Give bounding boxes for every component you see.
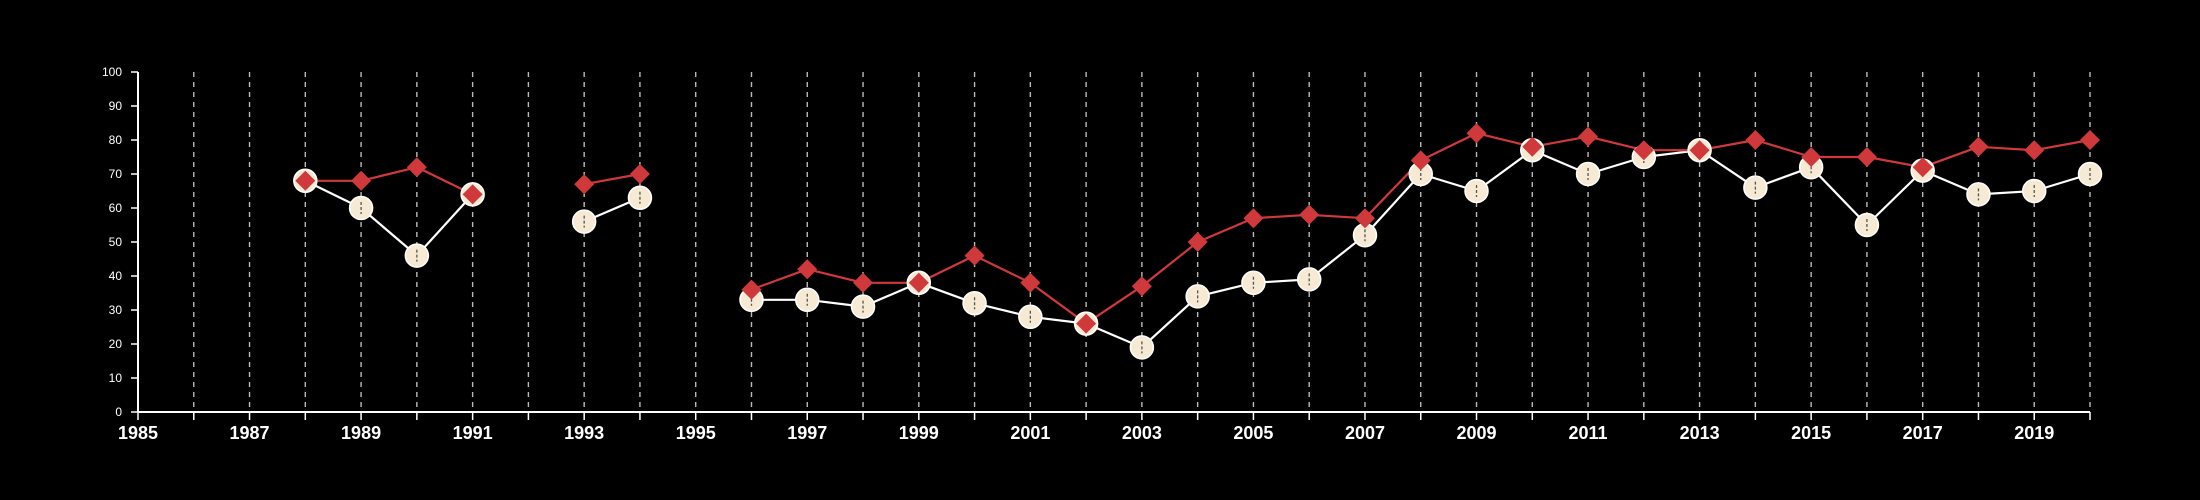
diamond-point-2002 (1076, 313, 1097, 334)
x-tick-label-2001: 2001 (1010, 423, 1050, 443)
x-tick-label-1987: 1987 (230, 423, 270, 443)
diamond-point-1988 (295, 170, 316, 191)
x-tick-label-1997: 1997 (787, 423, 827, 443)
x-tick-label-1999: 1999 (899, 423, 939, 443)
y-tick-label-20: 20 (109, 337, 123, 351)
diamond-point-1989 (351, 170, 372, 191)
diamond-point-2009 (1466, 123, 1487, 144)
x-tick-label-2019: 2019 (2014, 423, 2054, 443)
diamond-point-1996 (741, 279, 762, 300)
series-diamond-line-1 (583, 172, 641, 186)
diamond-point-2011 (1578, 126, 1599, 147)
diamond-point-1991 (462, 184, 483, 205)
diamond-point-1993 (574, 174, 595, 195)
series-diamond-line-0 (305, 166, 474, 196)
diamond-point-2007 (1354, 208, 1375, 229)
diamond-point-1997 (797, 259, 818, 280)
x-tick-label-2007: 2007 (1345, 423, 1385, 443)
y-tick-label-10: 10 (109, 371, 123, 385)
y-tick-label-100: 100 (102, 65, 122, 79)
y-tick-label-80: 80 (109, 133, 123, 147)
x-tick-label-1991: 1991 (453, 423, 493, 443)
diamond-point-2012 (1633, 140, 1654, 161)
diamond-point-2020 (2080, 130, 2100, 150)
axes (131, 71, 2091, 420)
diamond-point-2005 (1243, 208, 1264, 229)
x-tick-label-2005: 2005 (1233, 423, 1273, 443)
diamond-point-1994 (629, 164, 650, 184)
x-tick-label-2009: 2009 (1456, 423, 1496, 443)
tick-labels: 0 10 20 30 40 50 60 70 80 90 100 1985 1987 1989 1991 19… (102, 65, 2054, 443)
y-tick-label-0: 0 (115, 405, 122, 419)
diamond-point-1998 (853, 272, 874, 293)
x-tick-label-1993: 1993 (564, 423, 604, 443)
y-tick-label-90: 90 (109, 99, 123, 113)
diamond-point-2016 (1856, 147, 1877, 167)
diamond-point-2010 (1522, 136, 1543, 157)
diamond-point-1999 (908, 272, 929, 293)
diamond-point-2001 (1020, 272, 1041, 293)
x-tick-label-2003: 2003 (1122, 423, 1162, 443)
x-tick-label-1985: 1985 (118, 423, 158, 443)
diamond-point-2004 (1187, 232, 1208, 252)
y-tick-label-50: 50 (109, 235, 123, 249)
diamond-point-2018 (1968, 136, 1989, 157)
diamond-point-2013 (1689, 140, 1710, 161)
series-circle-line-0 (304, 179, 474, 257)
x-tick-label-2011: 2011 (1569, 423, 1608, 443)
diamond-point-2017 (1912, 157, 1933, 178)
x-tick-label-2017: 2017 (1903, 423, 1943, 443)
diamond-point-2000 (964, 245, 985, 266)
diamond-point-2015 (1801, 147, 1822, 167)
y-tick-label-60: 60 (109, 201, 123, 215)
diamond-point-1990 (406, 157, 427, 178)
diamond-point-2006 (1299, 204, 1320, 225)
x-tick-label-2013: 2013 (1680, 423, 1720, 443)
x-tick-label-1989: 1989 (341, 423, 381, 443)
y-tick-label-70: 70 (109, 167, 123, 181)
vertical-grid (193, 72, 2091, 412)
diamond-point-2019 (2024, 140, 2045, 161)
x-tick-label-2015: 2015 (1791, 423, 1831, 443)
diamond-point-2008 (1410, 150, 1431, 171)
y-tick-label-30: 30 (109, 303, 123, 317)
x-tick-label-1995: 1995 (676, 423, 716, 443)
diamond-point-2003 (1131, 276, 1152, 297)
diamond-point-2014 (1745, 130, 1766, 150)
y-tick-label-40: 40 (109, 269, 123, 283)
series-points (293, 123, 2103, 360)
